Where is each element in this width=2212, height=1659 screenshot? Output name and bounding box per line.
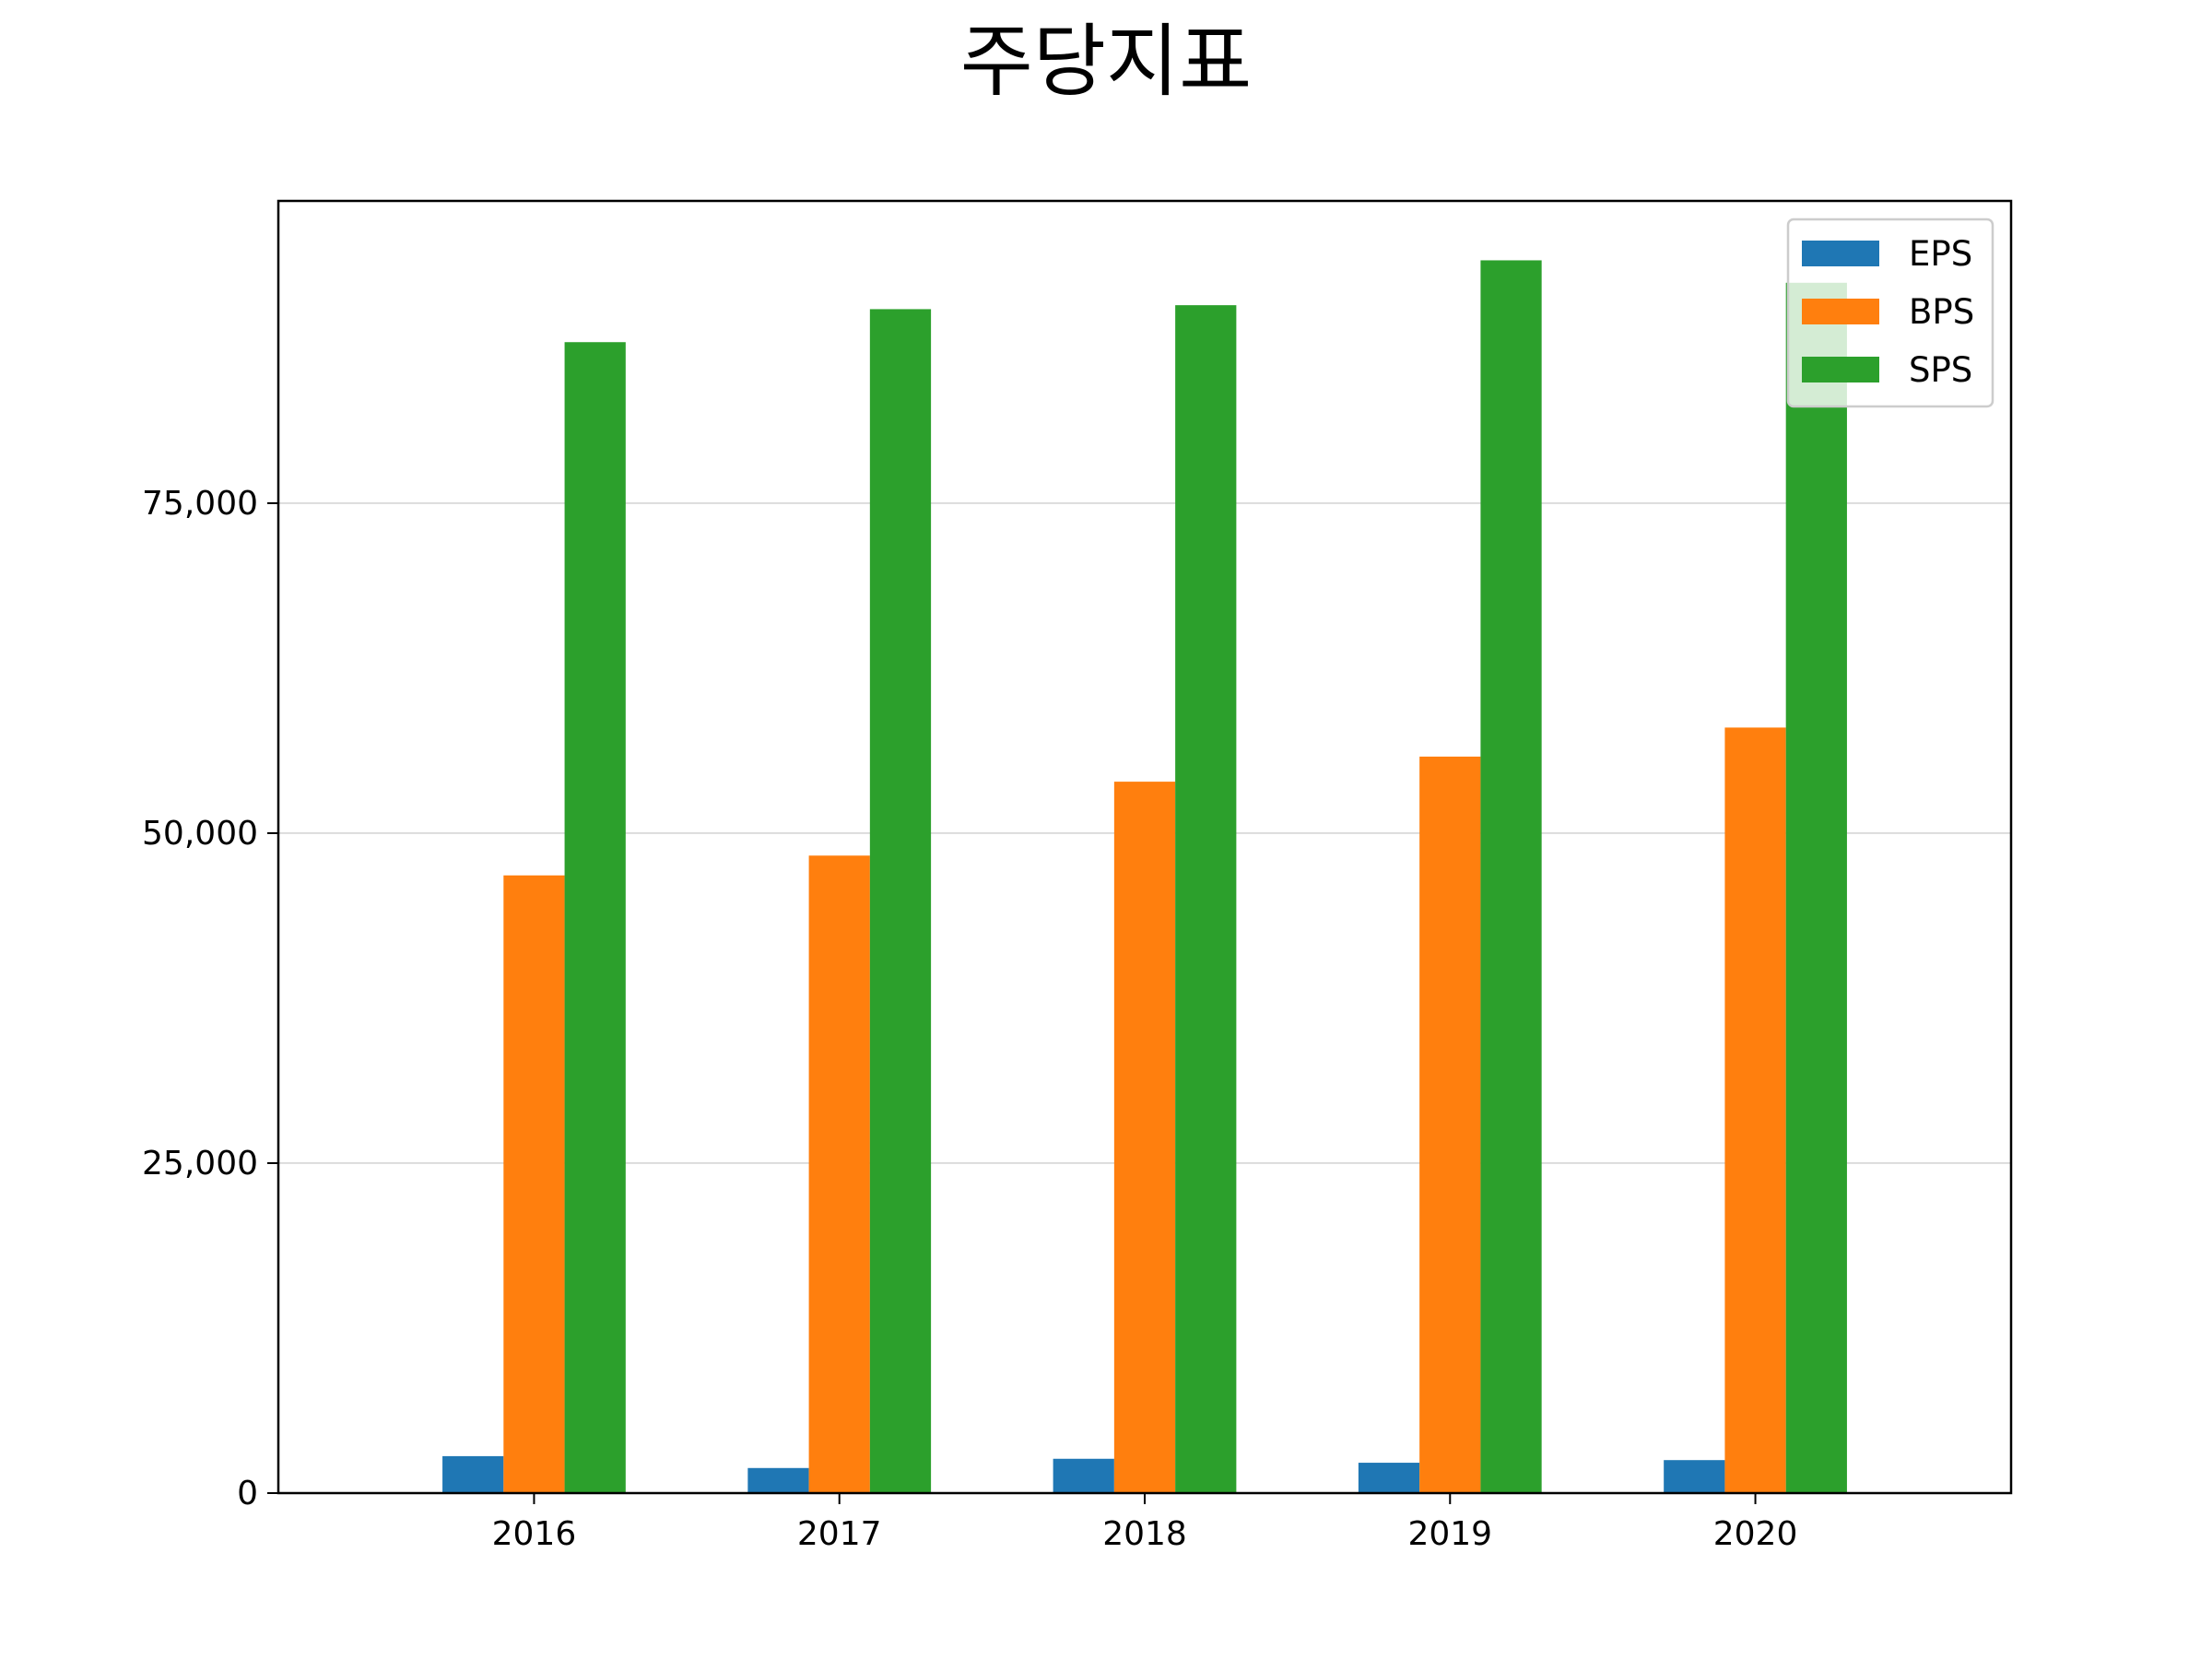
legend-swatch-eps	[1802, 241, 1879, 266]
chart-title: 주당지표	[960, 16, 1252, 108]
y-axis: 0 25,000 50,000 75,000	[142, 485, 278, 1512]
bar-eps-2020	[1664, 1460, 1725, 1493]
bar-bps-2018	[1113, 782, 1176, 1493]
legend-swatch-bps	[1802, 299, 1879, 324]
bar-sps-2020	[1785, 282, 1847, 1493]
x-tick-label: 2020	[1713, 1515, 1798, 1553]
bar-eps-2017	[747, 1467, 809, 1493]
x-tick-label: 2018	[1102, 1515, 1187, 1553]
bar-sps-2019	[1480, 260, 1542, 1493]
x-axis: 2016 2017 2018 2019 2020	[492, 1493, 1798, 1553]
bars	[442, 260, 1847, 1494]
x-tick-label: 2016	[492, 1515, 577, 1553]
y-tick-label: 25,000	[142, 1145, 258, 1182]
legend: EPS BPS SPS	[1786, 218, 1994, 408]
bar-bps-2016	[503, 875, 565, 1493]
bar-bps-2020	[1724, 727, 1786, 1493]
y-tick-label: 50,000	[142, 815, 258, 853]
y-tick-label: 75,000	[142, 485, 258, 523]
bar-sps-2016	[564, 342, 626, 1493]
y-tick-label: 0	[237, 1475, 258, 1512]
legend-swatch-sps	[1802, 357, 1879, 382]
bar-eps-2019	[1358, 1463, 1420, 1493]
bar-eps-2016	[442, 1455, 504, 1493]
bar-sps-2017	[869, 309, 932, 1493]
x-tick-label: 2017	[797, 1515, 882, 1553]
legend-label-bps: BPS	[1909, 292, 1974, 332]
bar-bps-2019	[1419, 756, 1481, 1493]
bar-eps-2018	[1053, 1458, 1114, 1493]
legend-label-sps: SPS	[1909, 350, 1972, 390]
x-tick-label: 2019	[1407, 1515, 1492, 1553]
legend-label-eps: EPS	[1909, 234, 1972, 274]
bar-bps-2017	[808, 855, 870, 1493]
bar-sps-2018	[1175, 305, 1237, 1494]
